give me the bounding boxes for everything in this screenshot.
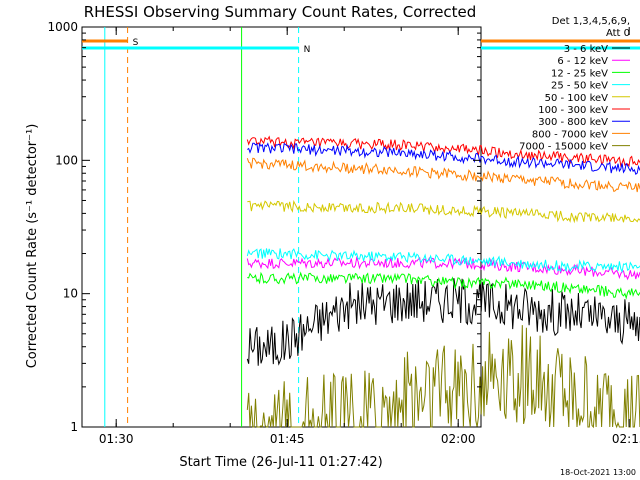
series-line [246,248,640,274]
series-line [246,157,640,193]
y-tick-label: 1000 [47,20,78,34]
legend-label: 25 - 50 keV [551,81,608,92]
series-line [246,255,640,281]
legend-label: 7000 - 15000 keV [519,142,608,153]
legend-label: 12 - 25 keV [551,68,608,79]
chart-title: RHESSI Observing Summary Count Rates, Co… [84,3,477,21]
x-tick-label: 01:45 [270,432,305,446]
series-line [246,135,640,168]
night-flag-label: N [304,45,311,55]
plot-border [81,26,482,428]
legend-label: 6 - 12 keV [557,56,608,67]
series-line [247,199,640,224]
y-tick-label: 1 [70,420,78,434]
legend-label: 3 - 6 keV [564,44,608,55]
series-line [246,325,640,429]
legend-label: 300 - 800 keV [538,117,608,128]
plot-frame [81,26,482,428]
legend-label: 50 - 100 keV [545,93,609,104]
legend-label: 100 - 300 keV [538,105,608,116]
series-line [247,142,640,176]
flag-lines: SN [82,27,640,427]
y-axis-label: Corrected Count Rate (s⁻¹ detector⁻¹) [25,124,40,369]
series-line [246,278,640,366]
y-tick-label: 10 [63,287,78,301]
legend-header: Att 0 [606,28,630,39]
x-tick-label: 02:00 [441,432,476,446]
y-tick-label: 100 [55,153,78,167]
x-tick-label: 01:30 [99,432,134,446]
footer-date: 18-Oct-2021 13:00 [560,468,636,477]
series-layer [246,135,640,429]
axes: 01:3001:4502:0002:1502:3002:4503:0011010… [47,20,640,446]
x-axis-label: Start Time (26-Jul-11 01:27:42) [179,455,382,470]
legend-header: Det 1,3,4,5,6,9, [552,16,630,27]
series-line [247,271,640,300]
x-tick-label: 02:15 [612,432,640,446]
saa-flag-label: S [133,38,139,48]
legend-label: 800 - 7000 keV [532,129,608,140]
